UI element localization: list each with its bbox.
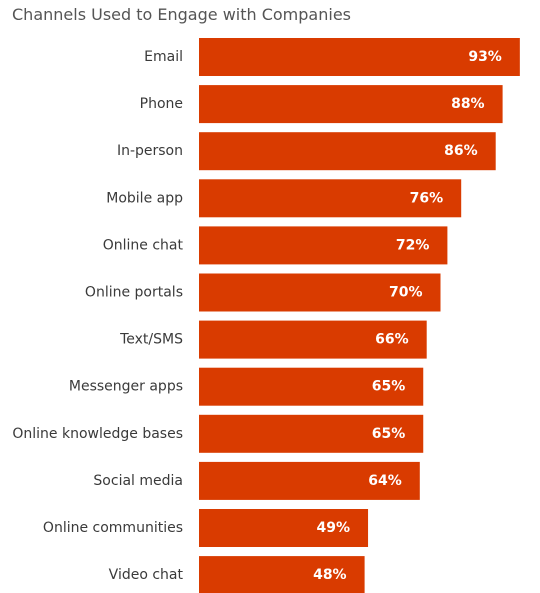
category-label: Online portals <box>85 285 183 301</box>
bar <box>199 38 520 76</box>
value-label: 88% <box>451 96 485 112</box>
category-label: Online communities <box>43 520 183 536</box>
value-label: 72% <box>396 237 430 253</box>
value-label: 65% <box>372 379 406 395</box>
value-label: 48% <box>313 567 347 583</box>
category-label: Online chat <box>103 237 184 253</box>
bar <box>199 367 424 406</box>
value-label: 76% <box>410 190 444 206</box>
category-label: Social media <box>93 473 183 489</box>
value-label: 93% <box>468 49 502 65</box>
category-label: Mobile app <box>106 190 183 206</box>
bar <box>199 273 441 312</box>
bar <box>199 85 503 124</box>
category-label: Text/SMS <box>119 332 183 348</box>
bar <box>199 132 496 171</box>
category-label: Messenger apps <box>69 379 183 395</box>
category-label: Phone <box>140 96 183 112</box>
bar <box>199 226 448 265</box>
bar <box>199 509 369 547</box>
bar <box>199 461 420 500</box>
category-label: Email <box>144 49 183 65</box>
value-label: 65% <box>372 426 406 442</box>
value-label: 86% <box>444 143 478 159</box>
bar <box>199 320 427 359</box>
category-label: In-person <box>117 143 183 159</box>
category-label: Online knowledge bases <box>12 426 183 442</box>
value-label: 66% <box>375 332 409 348</box>
bar <box>199 179 462 218</box>
value-label: 64% <box>368 473 402 489</box>
value-label: 49% <box>317 520 351 536</box>
category-label: Video chat <box>109 567 184 583</box>
bar <box>199 556 365 593</box>
value-label: 70% <box>389 285 423 301</box>
chart-title: Channels Used to Engage with Companies <box>12 5 351 24</box>
bar <box>199 414 424 453</box>
